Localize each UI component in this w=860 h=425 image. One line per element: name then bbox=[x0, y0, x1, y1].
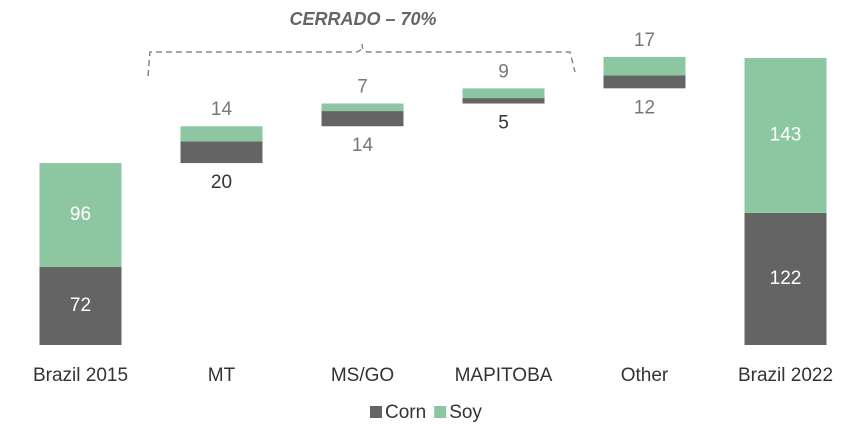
bar-segment bbox=[603, 75, 686, 89]
data-label: 14 bbox=[211, 99, 233, 120]
bar-segment bbox=[603, 56, 686, 76]
bar-segment bbox=[39, 267, 122, 345]
bar-segment bbox=[321, 103, 404, 112]
x-tick-label: MT bbox=[208, 365, 236, 386]
bar-segment bbox=[744, 212, 827, 345]
data-label: 122 bbox=[770, 268, 802, 289]
bar-segment bbox=[462, 88, 545, 99]
x-tick-label: Brazil 2015 bbox=[33, 365, 128, 386]
data-label: 12 bbox=[634, 97, 655, 118]
data-label: 17 bbox=[634, 30, 655, 51]
legend-swatch bbox=[370, 406, 382, 418]
data-label: 20 bbox=[211, 172, 232, 193]
data-label: 143 bbox=[770, 124, 802, 145]
legend-label: Soy bbox=[449, 402, 482, 423]
bar-segment bbox=[744, 58, 827, 213]
data-label: 9 bbox=[498, 61, 509, 82]
bar-segment bbox=[39, 163, 122, 268]
data-label: 5 bbox=[498, 113, 509, 134]
bar-segment bbox=[180, 141, 263, 164]
bar-segment bbox=[321, 111, 404, 127]
x-tick-label: MAPITOBA bbox=[455, 365, 553, 386]
annotation: CERRADO – 70% bbox=[289, 9, 436, 29]
bar-segment bbox=[462, 98, 545, 104]
bar-segment bbox=[180, 126, 263, 142]
legend-label: Corn bbox=[385, 402, 426, 423]
legend-swatch bbox=[434, 406, 447, 418]
data-label: 72 bbox=[70, 295, 91, 316]
data-label: 14 bbox=[352, 135, 374, 156]
x-tick-label: Brazil 2022 bbox=[738, 365, 833, 386]
data-label: 7 bbox=[357, 77, 368, 98]
bracket bbox=[147, 43, 576, 77]
x-tick-label: MS/GO bbox=[331, 365, 394, 386]
x-tick-label: Other bbox=[621, 365, 669, 386]
data-label: 96 bbox=[70, 204, 91, 225]
